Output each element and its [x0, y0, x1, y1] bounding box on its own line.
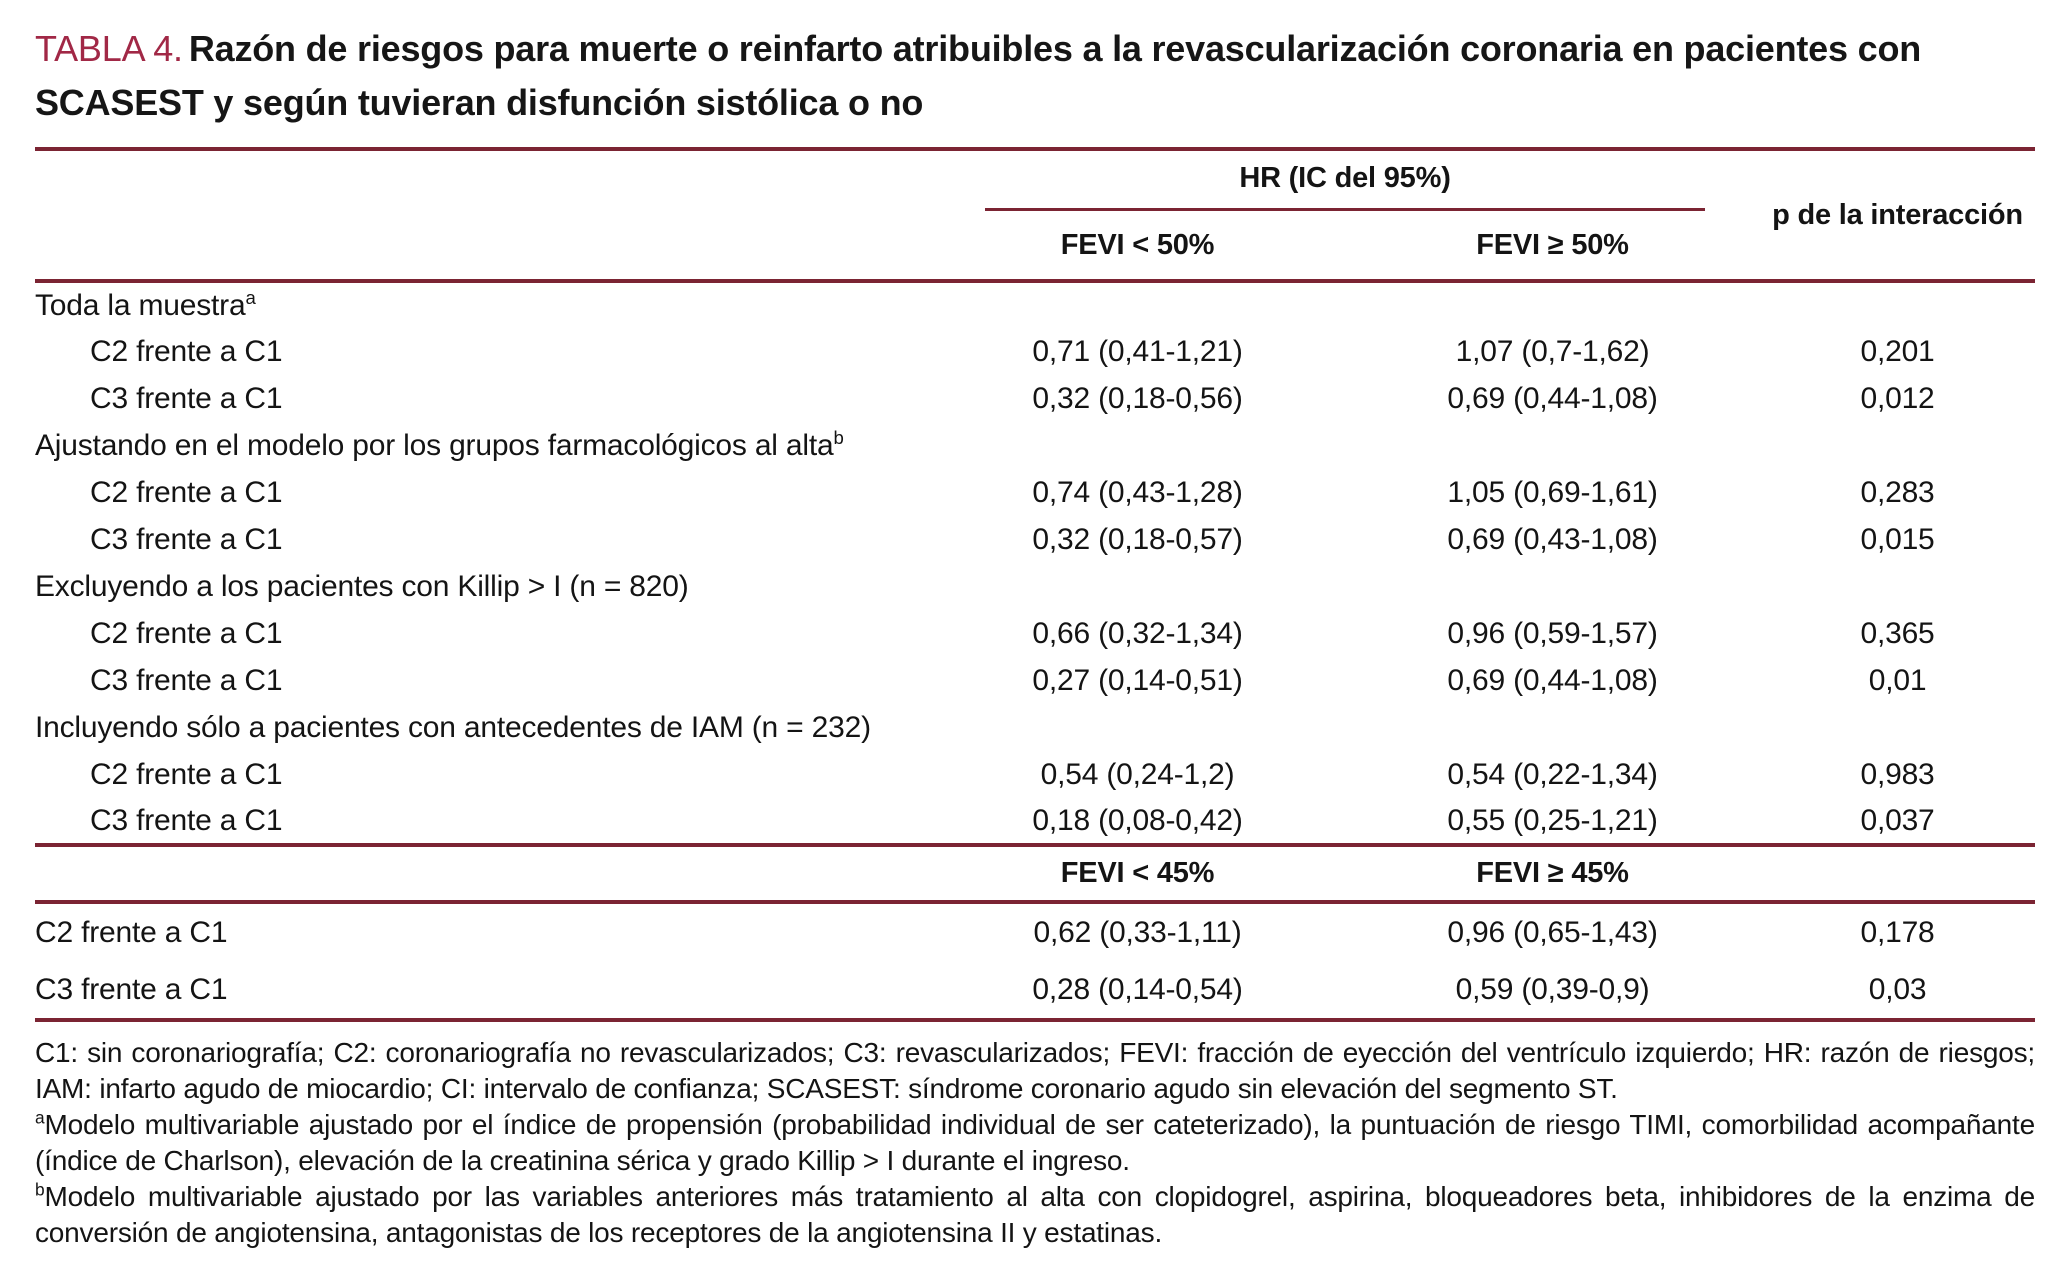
p-value: 0,178 [1860, 915, 1935, 949]
p-value: 0,015 [1860, 522, 1935, 556]
hr-fevi-high-value: 0,59 (0,39-0,9) [1455, 972, 1650, 1006]
p-value: 0,283 [1860, 475, 1935, 509]
table-row: C2 frente a C1 0,71 (0,41-1,21) 1,07 (0,7-… [35, 328, 2035, 375]
row-label: C2 frente a C1 [90, 757, 283, 791]
table-row: C2 frente a C1 0,74 (0,43-1,28) 1,05 (0,69… [35, 469, 2035, 516]
hr-fevi-low-value: 0,62 (0,33-1,11) [1033, 915, 1242, 949]
table-row: C3 frente a C1 0,18 (0,08-0,42) 0,55 (0,25… [35, 798, 2035, 845]
hr-fevi-low-value: 0,28 (0,14-0,54) [1032, 972, 1243, 1006]
section-header: Toda la muestraa [35, 286, 256, 322]
table-row: C3 frente a C1 0,28 (0,14-0,54) 0,59 (0,39… [35, 961, 2035, 1020]
footnote-a: aModelo multivariable ajustado por el ín… [35, 1107, 2035, 1179]
footnote-a-text: Modelo multivariable ajustado por el índ… [35, 1109, 2035, 1176]
p-value: 0,983 [1860, 757, 1935, 791]
table-row: C2 frente a C1 0,54 (0,24-1,2) 0,54 (0,22-… [35, 751, 2035, 798]
hr-fevi-low-value: 0,27 (0,14-0,51) [1032, 663, 1243, 697]
p-value: 0,012 [1860, 381, 1935, 415]
row-label: C2 frente a C1 [90, 334, 283, 368]
hr-fevi-low-value: 0,54 (0,24-1,2) [1040, 757, 1235, 791]
hr-fevi-low-value: 0,74 (0,43-1,28) [1032, 475, 1243, 509]
table-title-line1: Razón de riesgos para muerte o reinfarto… [188, 28, 1922, 69]
footnote-a-marker: a [35, 1107, 45, 1128]
row-label: C2 frente a C1 [90, 475, 283, 509]
col-header-fevi-lt-45: FEVI < 45% [930, 843, 1345, 904]
row-label: C2 frente a C1 [35, 915, 228, 949]
hr-fevi-low-value: 0,18 (0,08-0,42) [1032, 803, 1243, 837]
hr-fevi-high-value: 0,55 (0,25-1,21) [1447, 803, 1658, 837]
lower-table-body: C2 frente a C1 0,62 (0,33-1,11) 0,96 (0,65… [35, 902, 2035, 1020]
section-header-superscript: b [833, 426, 844, 448]
p-value: 0,365 [1860, 616, 1935, 650]
lower-column-header-row: FEVI < 45% FEVI ≥ 45% [35, 843, 2036, 904]
hr-fevi-high-value: 0,96 (0,59-1,57) [1447, 616, 1658, 650]
table-row: C3 frente a C1 0,27 (0,14-0,51) 0,69 (0,44… [35, 657, 2035, 704]
hr-fevi-low-value: 0,32 (0,18-0,57) [1032, 522, 1243, 556]
hr-fevi-high-value: 1,05 (0,69-1,61) [1447, 475, 1658, 509]
section-header-row: Ajustando en el modelo por los grupos fa… [35, 422, 2035, 469]
row-label: C3 frente a C1 [35, 972, 228, 1006]
row-label: C3 frente a C1 [90, 381, 283, 415]
row-label: C3 frente a C1 [90, 803, 283, 837]
row-label: C2 frente a C1 [90, 616, 283, 650]
section-header: Incluyendo sólo a pacientes con antecede… [35, 710, 871, 744]
footnote-abbreviations: C1: sin coronariografía; C2: coronariogr… [35, 1037, 2035, 1104]
hr-fevi-high-value: 0,69 (0,44-1,08) [1447, 663, 1658, 697]
table-row: C2 frente a C1 0,66 (0,32-1,34) 0,96 (0,59… [35, 610, 2035, 657]
row-label: C3 frente a C1 [90, 522, 283, 556]
hr-ci-span-cell: HR (IC del 95%) [930, 149, 1760, 211]
p-interaction-header: p de la interacción [1772, 198, 2023, 231]
row-label: C3 frente a C1 [90, 663, 283, 697]
col-header-fevi-lt-50: FEVI < 50% [1060, 228, 1215, 261]
hr-fevi-low-value: 0,66 (0,32-1,34) [1032, 616, 1243, 650]
hr-fevi-high-value: 0,96 (0,65-1,43) [1447, 915, 1658, 949]
hr-fevi-low-value: 0,32 (0,18-0,56) [1032, 381, 1243, 415]
column-header-row: FEVI < 50% FEVI ≥ 50% [35, 211, 2035, 281]
corner-cell [35, 149, 930, 281]
table-header: HR (IC del 95%) p de la interacción FEVI… [35, 149, 2036, 281]
p-value: 0,201 [1860, 334, 1935, 368]
hr-ci-header: HR (IC del 95%) [985, 158, 1706, 211]
section-header-row: Toda la muestraa [35, 281, 2035, 328]
footnote-b-marker: b [35, 1179, 45, 1200]
col-header-fevi-ge-50: FEVI ≥ 50% [1476, 228, 1629, 261]
section-header-row: Incluyendo sólo a pacientes con antecede… [35, 704, 2035, 751]
p-value: 0,037 [1860, 803, 1935, 837]
span-header-row: HR (IC del 95%) p de la interacción [35, 149, 2035, 231]
upper-table-body: Toda la muestraa C2 frente a C1 0,71 (0,41… [35, 281, 2035, 845]
section-header-superscript: a [245, 286, 256, 308]
table-number: TABLA 4. [35, 28, 183, 69]
table-row: C3 frente a C1 0,32 (0,18-0,56) 0,69 (0,44… [35, 375, 2035, 422]
footnote-b-text: Modelo multivariable ajustado por las va… [35, 1181, 2035, 1248]
hr-fevi-high-value: 0,69 (0,43-1,08) [1447, 522, 1658, 556]
table-title-line2: SCASEST y según tuvieran disfunción sist… [35, 82, 924, 123]
hazard-ratio-table: HR (IC del 95%) p de la interacción FEVI… [35, 147, 2036, 1022]
section-header: Ajustando en el modelo por los grupos fa… [35, 426, 844, 462]
section-header: Excluyendo a los pacientes con Killip > … [35, 569, 689, 603]
footnote-b: bModelo multivariable ajustado por las v… [35, 1179, 2035, 1251]
lower-header-section: FEVI < 45% FEVI ≥ 45% [35, 843, 2036, 904]
hr-fevi-high-value: 0,69 (0,44-1,08) [1447, 381, 1658, 415]
empty-cell [35, 843, 930, 904]
section-header-row: Excluyendo a los pacientes con Killip > … [35, 563, 2035, 610]
col-header-fevi-ge-45: FEVI ≥ 45% [1345, 843, 1761, 904]
hr-fevi-high-value: 1,07 (0,7-1,62) [1455, 334, 1650, 368]
p-value: 0,03 [1868, 972, 1927, 1006]
footnotes: C1: sin coronariografía; C2: coronariogr… [35, 1035, 2035, 1251]
table-title: TABLA 4. Razón de riesgos para muerte o r… [35, 22, 2035, 130]
table-row: C3 frente a C1 0,32 (0,18-0,57) 0,69 (0,43… [35, 516, 2035, 563]
table-row: C2 frente a C1 0,62 (0,33-1,11) 0,96 (0,65… [35, 902, 2035, 961]
p-value: 0,01 [1868, 663, 1927, 697]
hr-fevi-low-value: 0,71 (0,41-1,21) [1032, 334, 1243, 368]
hr-fevi-high-value: 0,54 (0,22-1,34) [1447, 757, 1658, 791]
empty-cell [1760, 843, 2036, 904]
